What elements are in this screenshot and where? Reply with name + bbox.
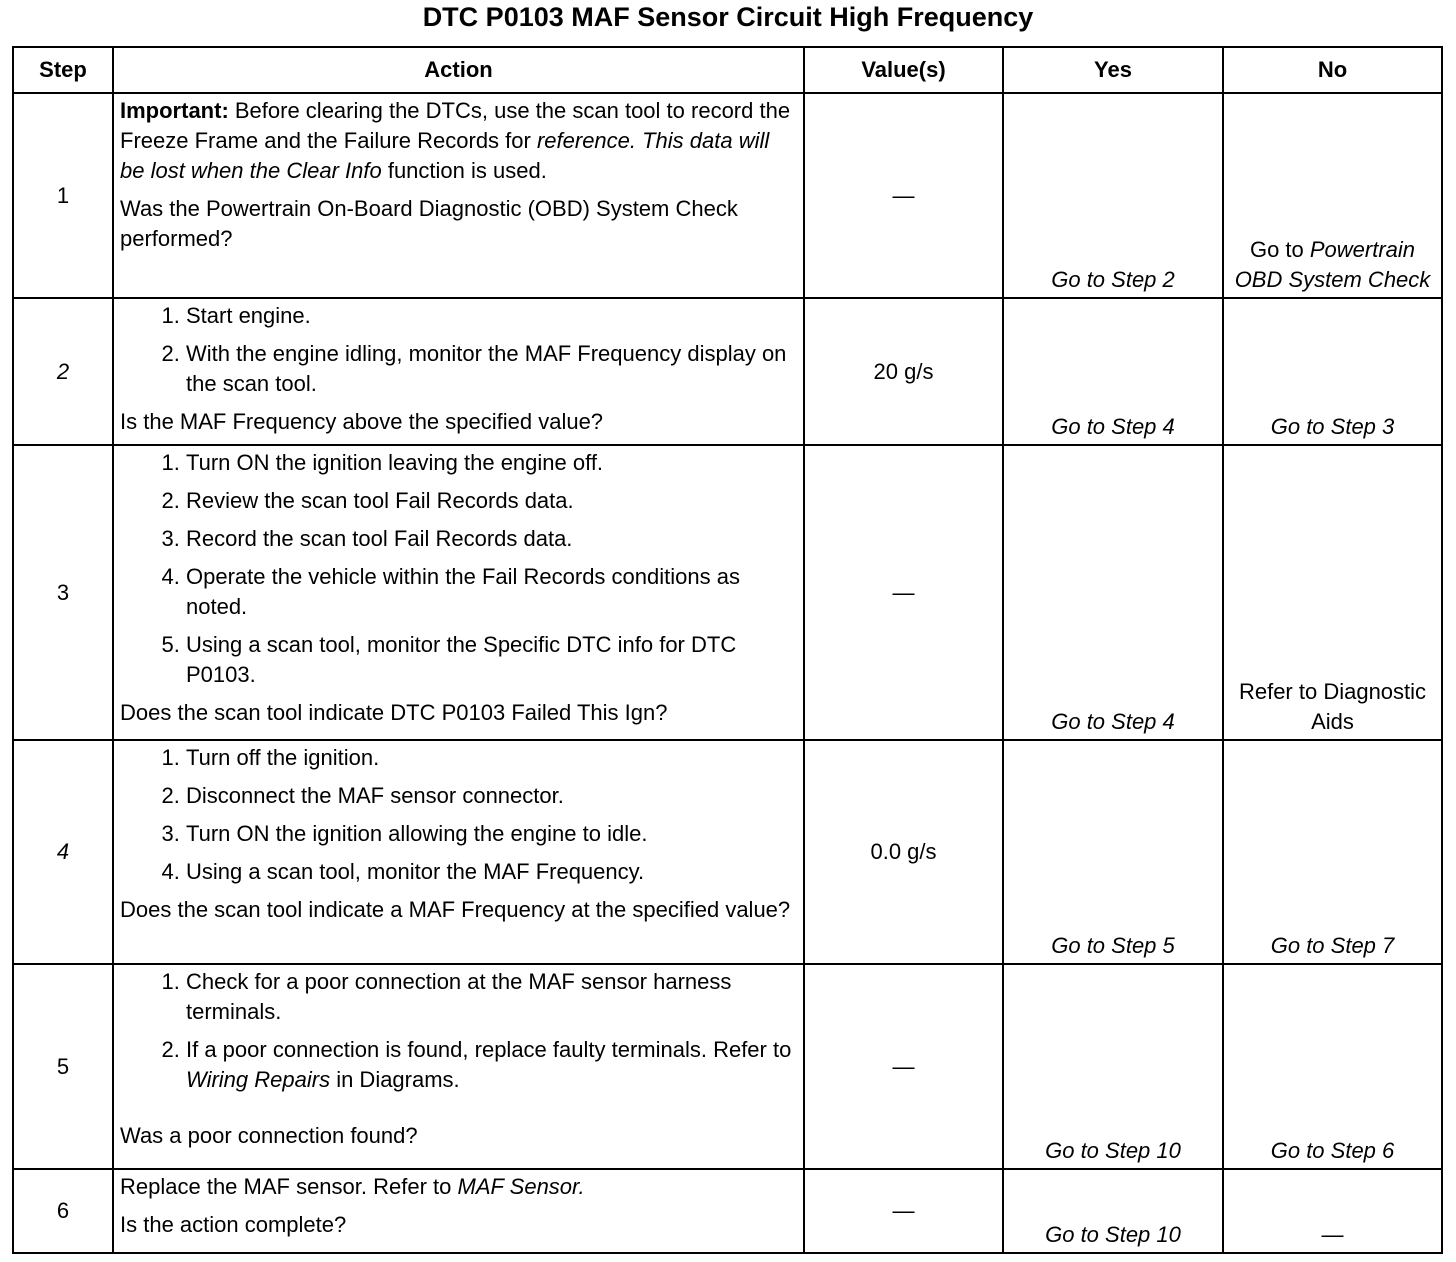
action-item: With the engine idling, monitor the MAF …: [186, 339, 797, 399]
page-title: DTC P0103 MAF Sensor Circuit High Freque…: [422, 2, 1034, 32]
no-text: Go to: [1249, 237, 1310, 262]
action-item: Operate the vehicle within the Fail Reco…: [186, 562, 797, 622]
important-label: Important:: [120, 98, 229, 123]
action-text: Replace the MAF sensor. Refer to: [120, 1174, 458, 1199]
table-row: 5 Check for a poor connection at the MAF…: [12, 963, 1443, 1170]
table-row: 6 Replace the MAF sensor. Refer to MAF S…: [12, 1168, 1443, 1254]
action-item: Review the scan tool Fail Records data.: [186, 486, 797, 516]
table-row: 1 Important: Before clearing the DTCs, u…: [12, 92, 1443, 299]
no-cell: Refer to Diagnostic Aids: [1222, 444, 1443, 741]
yes-cell: Go to Step 4: [1002, 297, 1224, 446]
table-row: 2 Start engine. With the engine idling, m…: [12, 297, 1443, 446]
table-row: 4 Turn off the ignition. Disconnect the M…: [12, 739, 1443, 965]
action-item: Turn off the ignition.: [186, 743, 797, 773]
no-cell: Go to Powertrain OBD System Check: [1222, 92, 1443, 299]
question: Does the scan tool indicate DTC P0103 Fa…: [120, 700, 668, 725]
question: Is the MAF Frequency above the specified…: [120, 409, 604, 434]
action-cell: Turn ON the ignition leaving the engine …: [112, 444, 805, 741]
step-number: 1: [12, 92, 114, 299]
step-number: 3: [12, 444, 114, 741]
yes-cell: Go to Step 4: [1002, 444, 1224, 741]
value-cell: —: [803, 444, 1004, 741]
value-cell: —: [803, 963, 1004, 1170]
no-cell: —: [1222, 1168, 1443, 1254]
action-cell: Start engine. With the engine idling, mon…: [112, 297, 805, 446]
action-cell: Turn off the ignition. Disconnect the MAF…: [112, 739, 805, 965]
question: Was a poor connection found?: [120, 1123, 418, 1148]
step-number: 6: [12, 1168, 114, 1254]
action-item: Turn ON the ignition leaving the engine …: [186, 448, 797, 478]
yes-cell: Go to Step 2: [1002, 92, 1224, 299]
action-item: Start engine.: [186, 301, 797, 331]
step-number: 4: [12, 739, 114, 965]
step-number: 5: [12, 963, 114, 1170]
action-text-italic: reference. This data will be lost when t…: [120, 128, 770, 183]
action-text: If a poor connection is found, replace f…: [186, 1037, 792, 1062]
yes-cell: Go to Step 10: [1002, 963, 1224, 1170]
no-cell: Go to Step 6: [1222, 963, 1443, 1170]
value-cell: —: [803, 92, 1004, 299]
action-cell: Check for a poor connection at the MAF s…: [112, 963, 805, 1170]
value-cell: —: [803, 1168, 1004, 1254]
action-cell: Replace the MAF sensor. Refer to MAF Sen…: [112, 1168, 805, 1254]
action-item: Check for a poor connection at the MAF s…: [186, 967, 797, 1027]
yes-cell: Go to Step 10: [1002, 1168, 1224, 1254]
action-cell: Important: Before clearing the DTCs, use…: [112, 92, 805, 299]
action-item: If a poor connection is found, replace f…: [186, 1035, 797, 1095]
header-row: Step Action Value(s) Yes No: [12, 46, 1443, 94]
no-link-text: Powertrain OBD System Check: [1234, 237, 1431, 292]
header-step: Step: [12, 46, 114, 94]
maf-sensor-link: MAF Sensor.: [457, 1174, 585, 1199]
action-text: Before clearing the DTCs, use the scan t…: [120, 98, 791, 153]
action-item: Turn ON the ignition allowing the engine…: [186, 819, 797, 849]
question: Does the scan tool indicate a MAF Freque…: [120, 897, 791, 922]
action-text: function is used.: [381, 158, 547, 183]
table-row: 3 Turn ON the ignition leaving the engin…: [12, 444, 1443, 741]
value-cell: 0.0 g/s: [803, 739, 1004, 965]
wiring-repairs-link: Wiring Repairs: [186, 1067, 331, 1092]
no-cell: Go to Step 3: [1222, 297, 1443, 446]
action-item: Disconnect the MAF sensor connector.: [186, 781, 797, 811]
value-cell: 20 g/s: [803, 297, 1004, 446]
no-cell: Go to Step 7: [1222, 739, 1443, 965]
action-item: Record the scan tool Fail Records data.: [186, 524, 797, 554]
header-yes: Yes: [1002, 46, 1224, 94]
header-values: Value(s): [803, 46, 1004, 94]
header-action: Action: [112, 46, 805, 94]
action-item: Using a scan tool, monitor the MAF Frequ…: [186, 857, 797, 887]
action-text: in Diagrams.: [330, 1067, 460, 1092]
question: Is the action complete?: [120, 1212, 347, 1237]
step-number: 2: [12, 297, 114, 446]
action-item: Using a scan tool, monitor the Specific …: [186, 630, 797, 690]
header-no: No: [1222, 46, 1443, 94]
diagnostic-table: Step Action Value(s) Yes No 1 Important:…: [12, 46, 1443, 1254]
yes-cell: Go to Step 5: [1002, 739, 1224, 965]
question: Was the Powertrain On-Board Diagnostic (…: [120, 196, 738, 251]
